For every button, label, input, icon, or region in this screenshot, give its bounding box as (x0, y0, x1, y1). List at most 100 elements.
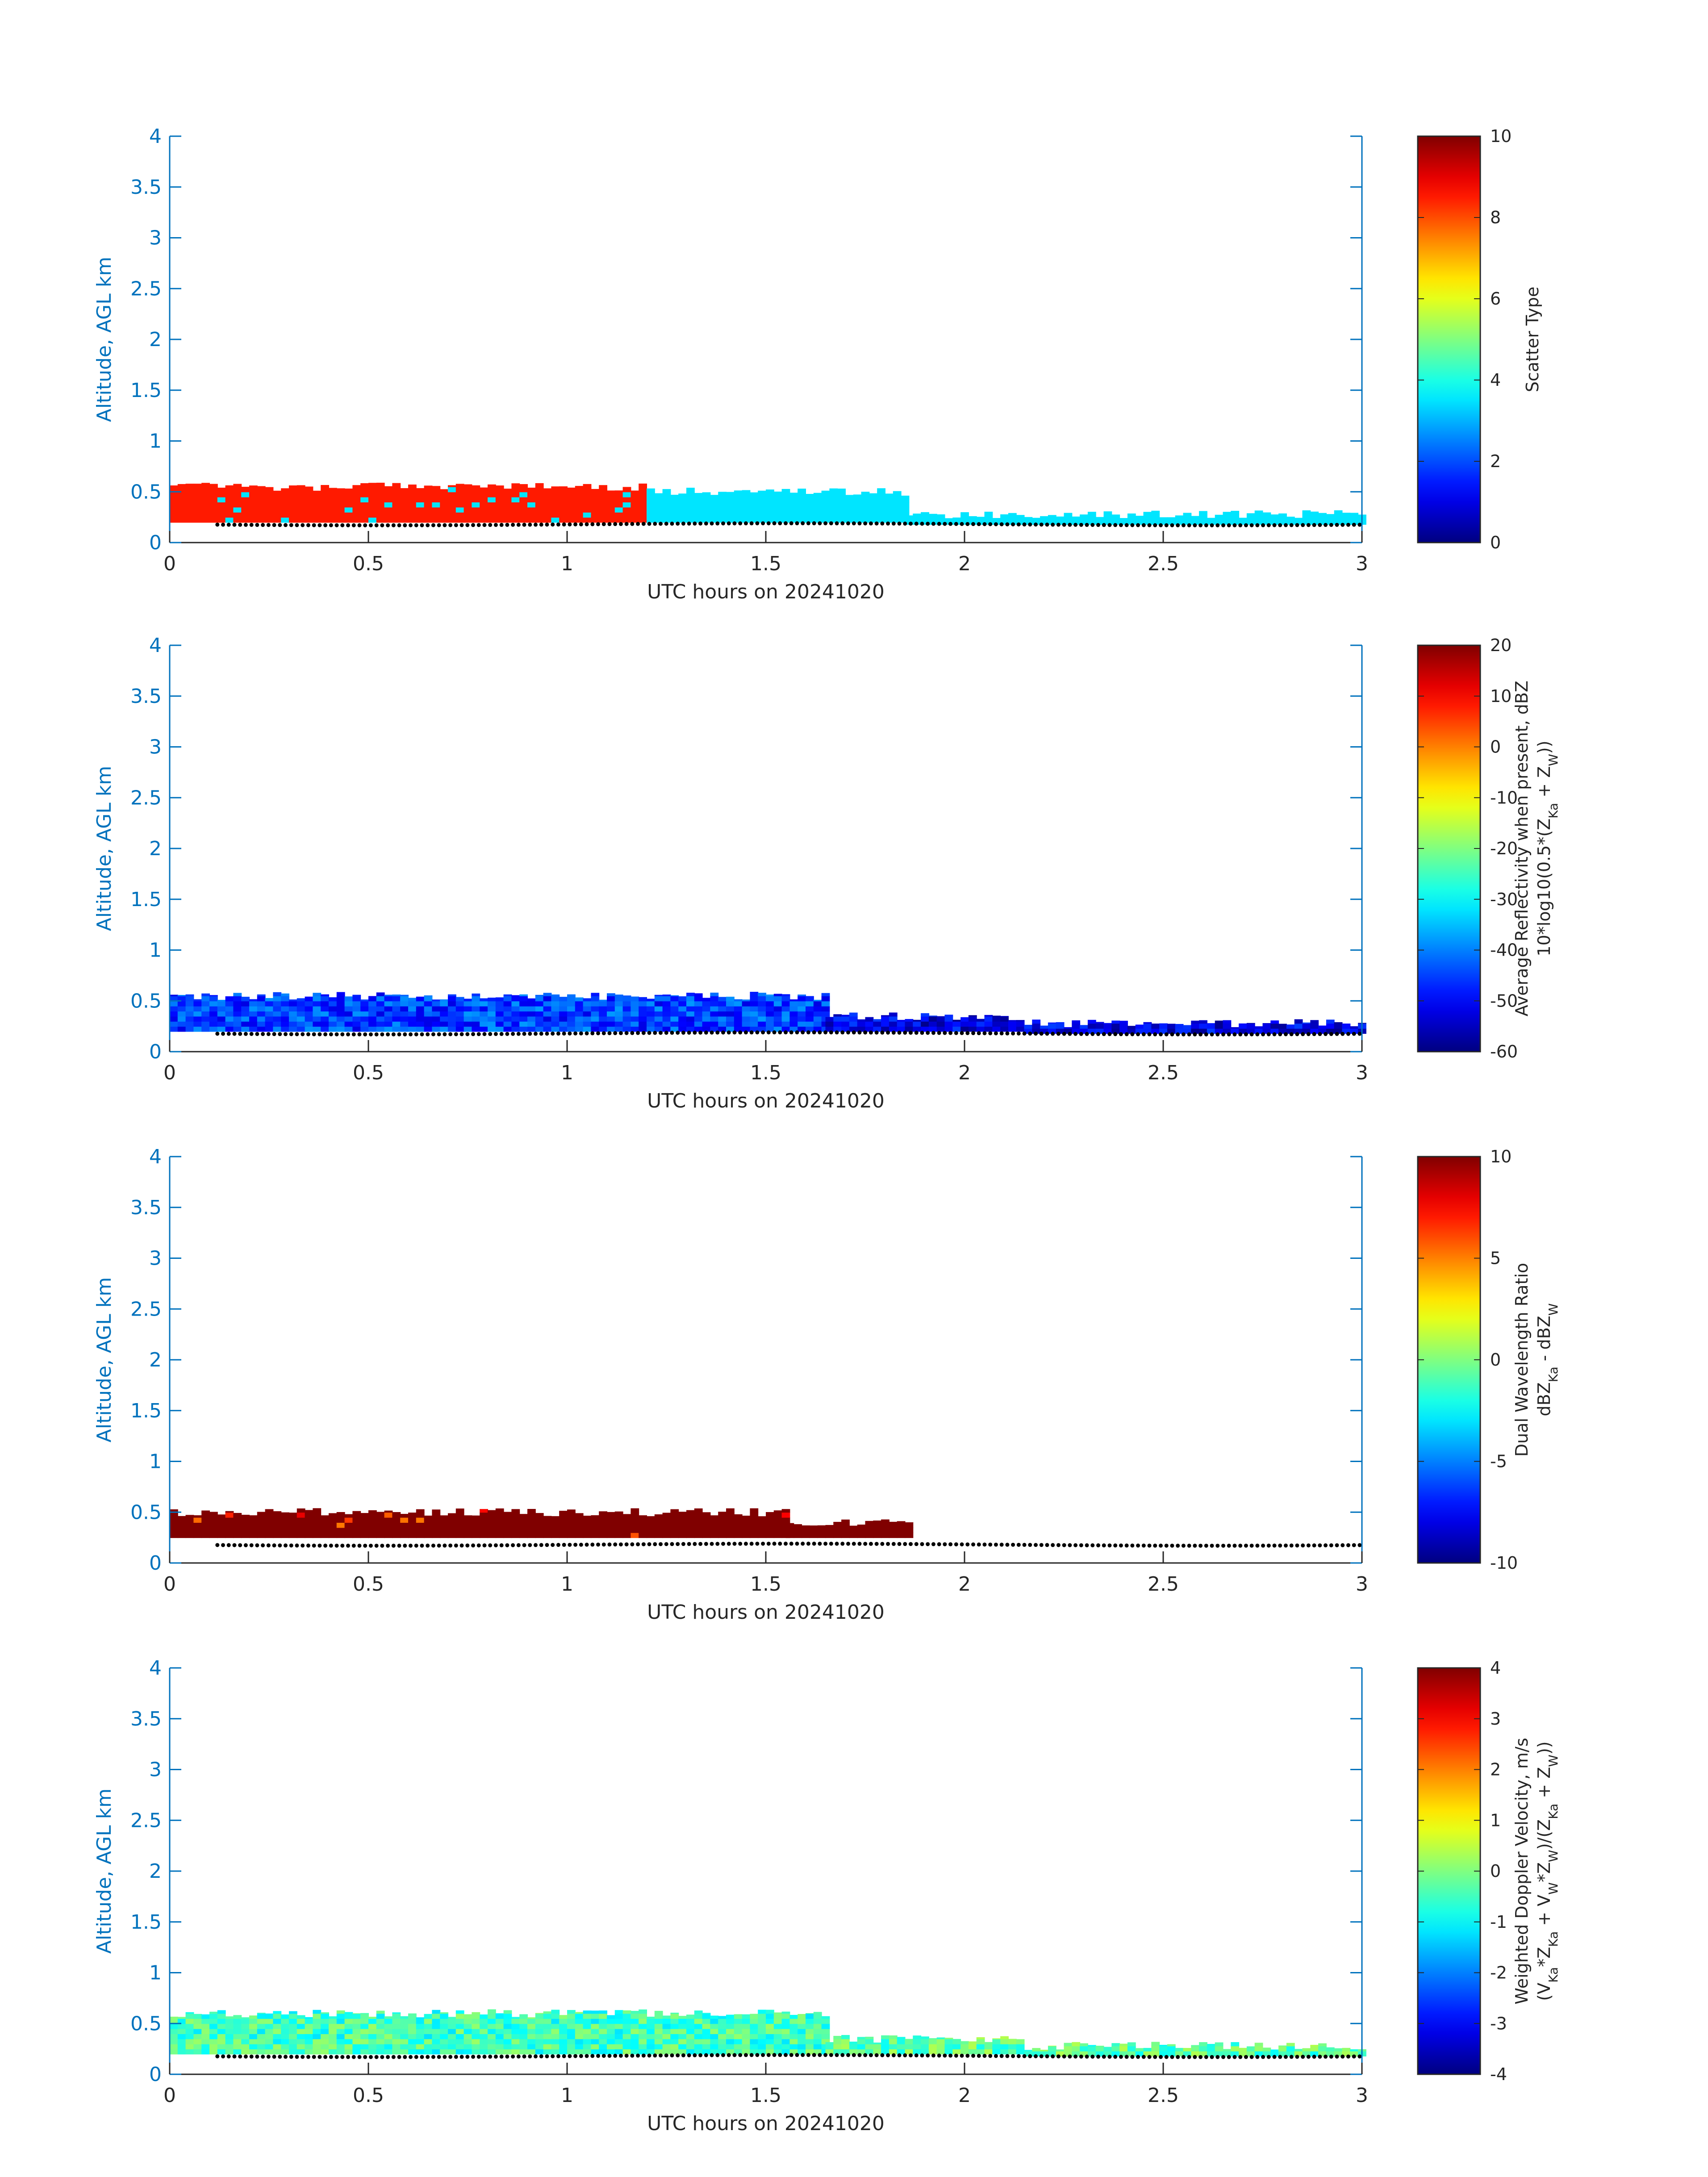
data-cell (455, 2023, 464, 2029)
data-cell (670, 2028, 679, 2034)
data-cell (678, 1527, 687, 1533)
data-cell (607, 1532, 615, 1538)
surface-dot (1119, 2055, 1123, 2059)
data-cell (543, 2034, 552, 2039)
data-cell (928, 514, 937, 515)
data-cell (702, 512, 711, 518)
surface-dot (522, 1543, 526, 1547)
data-cell (766, 1021, 774, 1027)
data-cell (881, 1532, 889, 1538)
data-cell (702, 1517, 711, 1523)
x-tick-label: 0 (163, 552, 176, 575)
data-cell (376, 1016, 385, 1022)
data-cell (209, 2039, 218, 2044)
data-cell (296, 1026, 305, 1032)
data-cell (781, 1021, 790, 1027)
surface-dot (886, 1030, 890, 1035)
data-cell (670, 2013, 679, 2014)
data-cell (575, 2012, 584, 2014)
surface-dot (1170, 1032, 1174, 1036)
data-cell (921, 512, 929, 515)
data-cell (976, 1021, 985, 1027)
data-cell (289, 497, 297, 502)
data-cell (631, 1508, 639, 1513)
data-cell (758, 1527, 766, 1533)
data-cell (1175, 515, 1184, 520)
x-tick-label: 2 (958, 2084, 971, 2107)
data-cell (694, 1517, 703, 1523)
data-cell (336, 1011, 345, 1017)
surface-dot (869, 1542, 873, 1546)
data-cell (1143, 2047, 1152, 2052)
data-cell (766, 1006, 774, 1011)
data-cell (1286, 2051, 1295, 2057)
data-cell (265, 2034, 274, 2039)
surface-dot (1335, 2054, 1339, 2059)
surface-dot (1028, 1032, 1032, 1036)
surface-dot (1045, 1543, 1049, 1547)
data-cell (968, 1021, 977, 1027)
data-cell (813, 999, 822, 1002)
data-cell (281, 1522, 289, 1528)
data-cell (376, 2028, 385, 2034)
data-cell (527, 507, 536, 513)
data-cell (662, 2043, 671, 2050)
data-cell (344, 2034, 353, 2039)
data-cell (662, 2018, 671, 2024)
surface-dot (914, 1542, 919, 1546)
data-cell (575, 2039, 584, 2044)
surface-dot (818, 2053, 822, 2057)
data-cell (329, 1527, 337, 1533)
surface-dot (863, 1542, 868, 1546)
data-cell (857, 2049, 866, 2055)
data-cell (432, 486, 441, 487)
data-cell (614, 512, 623, 518)
data-cell (686, 517, 695, 523)
data-cell (678, 2023, 687, 2029)
data-cell (289, 2018, 297, 2024)
data-cell (849, 1525, 858, 1528)
data-cell (519, 994, 528, 996)
data-cell (233, 484, 242, 487)
data-cell (424, 1001, 433, 1007)
data-cell (233, 486, 242, 493)
surface-dot (414, 1032, 418, 1036)
data-cell (829, 517, 838, 523)
data-cell (408, 998, 417, 1002)
data-cell (336, 1001, 345, 1007)
data-cell (734, 2049, 743, 2055)
data-cell (889, 2043, 898, 2050)
data-cell (257, 1011, 266, 1017)
data-cell (233, 492, 242, 497)
data-cell (702, 1522, 711, 1528)
data-cell (329, 517, 337, 523)
data-cell (654, 2018, 663, 2024)
data-cell (305, 512, 313, 518)
data-cell (495, 1522, 504, 1528)
surface-dot (897, 2053, 902, 2057)
surface-dot (1039, 522, 1044, 527)
data-cell (1087, 2045, 1096, 2047)
data-cell (881, 1519, 889, 1523)
data-cell (1119, 1023, 1128, 1029)
data-cell (495, 2043, 504, 2050)
data-cell (352, 517, 361, 523)
data-cell (841, 1016, 850, 1022)
colorbar-tick-label: -3 (1490, 2014, 1507, 2033)
data-cell (806, 2013, 814, 2014)
data-cell (639, 507, 647, 513)
y-tick-label: 1.5 (130, 888, 162, 911)
data-cell (670, 512, 679, 518)
data-cell (781, 2039, 790, 2044)
data-cell (817, 1525, 826, 1528)
data-cell (583, 486, 592, 493)
data-cell (495, 1016, 504, 1022)
data-cell (897, 2049, 906, 2055)
surface-dot (988, 1542, 993, 1547)
data-cell (591, 1021, 600, 1027)
y-tick-label: 4 (149, 1657, 162, 1680)
data-cell (448, 1021, 456, 1027)
data-cell (1350, 1028, 1359, 1034)
surface-dot (903, 522, 907, 526)
data-cell (448, 995, 456, 1002)
